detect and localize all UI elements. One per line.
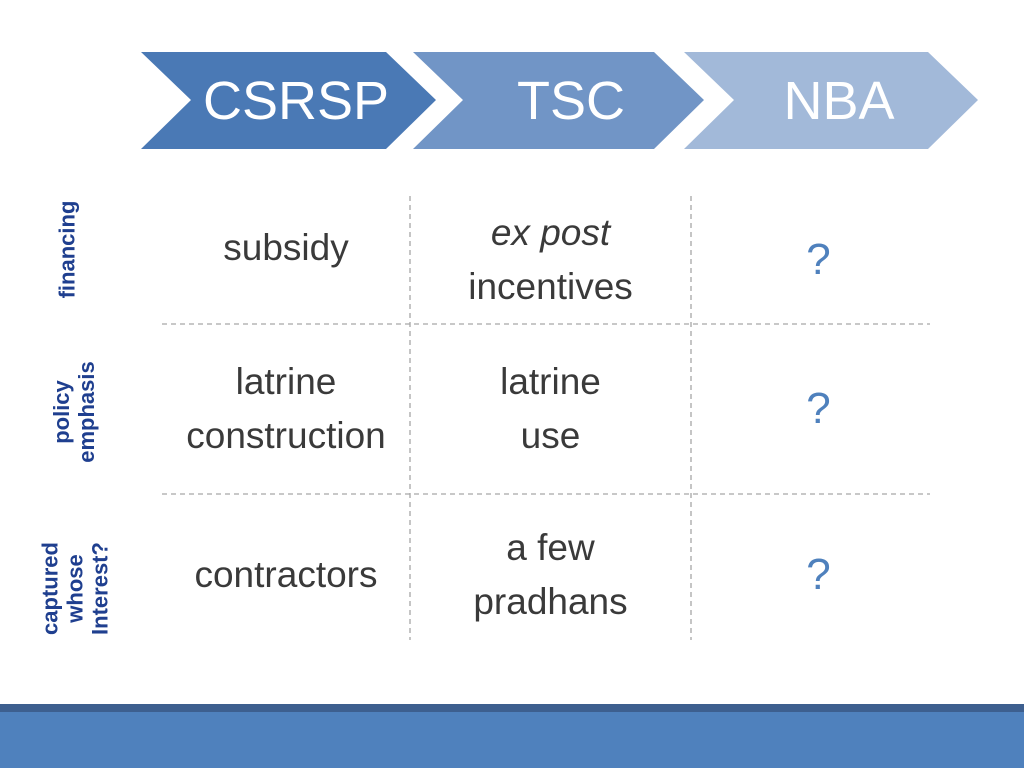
cell-financing-nba: ?: [691, 196, 946, 324]
cell-text: subsidy: [223, 227, 349, 268]
chevron-csrsp-shape: [141, 52, 436, 149]
question-mark: ?: [806, 384, 831, 433]
cell-text: ex post: [490, 212, 611, 253]
cell-text: use: [520, 415, 581, 456]
chevron-nba-shape: [684, 52, 978, 149]
cell-financing-tsc: ex post incentives: [410, 196, 691, 324]
cell-text: incentives: [468, 266, 633, 307]
cell-text: latrine: [500, 361, 601, 402]
cell-policy-tsc: latrine use: [410, 324, 691, 494]
row-label-line: financing: [54, 200, 80, 299]
row-label-line: policy: [49, 380, 74, 444]
row-label-line: emphasis: [74, 361, 99, 463]
cell-financing-csrsp: subsidy: [162, 196, 410, 324]
cell-captured-csrsp: contractors: [162, 494, 410, 656]
cell-text: pradhans: [473, 581, 628, 622]
cell-captured-nba: ?: [691, 494, 946, 656]
cell-captured-tsc: a few pradhans: [410, 494, 691, 656]
question-mark: ?: [806, 550, 831, 599]
footer-accent-line: [0, 704, 1024, 712]
row-label-financing: financing: [55, 185, 80, 315]
row-label-line: captured: [37, 542, 63, 635]
chevron-process-header: [141, 52, 978, 149]
cell-text: latrine: [235, 361, 337, 402]
chevron-tsc-shape: [413, 52, 704, 149]
cell-policy-nba: ?: [691, 324, 946, 494]
column-header-tsc: TSC: [517, 71, 625, 131]
row-label-policy-emphasis: policy emphasis: [49, 342, 99, 482]
cell-policy-csrsp: latrine construction: [162, 324, 410, 494]
cell-text: construction: [186, 415, 386, 456]
column-header-csrsp: CSRSP: [202, 71, 390, 131]
row-label-line: Interest?: [87, 542, 113, 635]
question-mark: ?: [806, 235, 831, 284]
row-label-line: whose: [62, 554, 88, 623]
column-header-nba: NBA: [783, 71, 895, 131]
cell-text: a few: [506, 527, 595, 568]
footer-bar: [0, 712, 1024, 768]
cell-text: contractors: [194, 554, 378, 595]
row-label-captured-interest: captured whose Interest?: [38, 524, 113, 654]
